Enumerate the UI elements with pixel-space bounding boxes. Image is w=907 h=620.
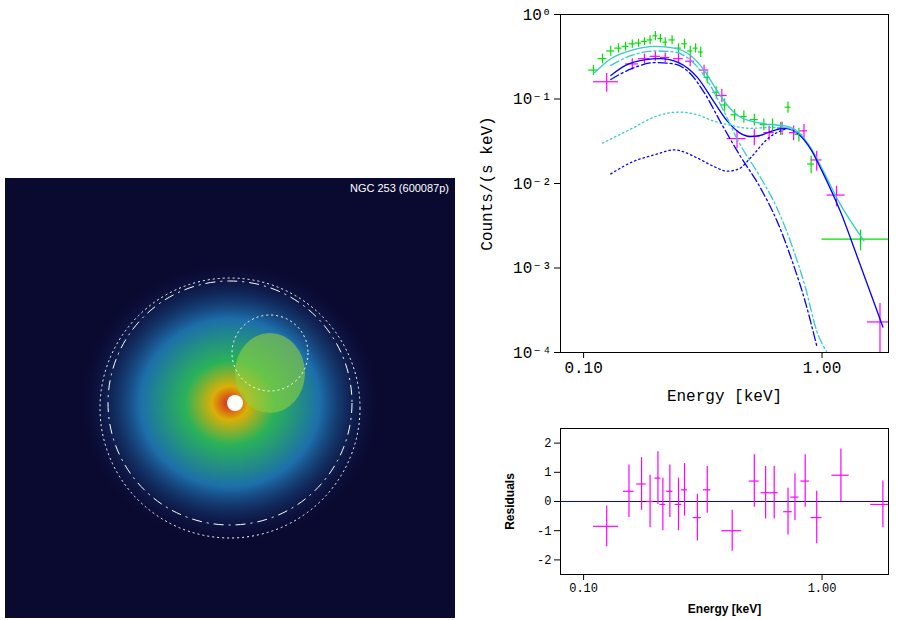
svg-text:-1: -1 (537, 525, 551, 539)
svg-text:Energy [keV]: Energy [keV] (688, 602, 761, 616)
svg-text:10⁻²: 10⁻² (513, 176, 551, 194)
svg-text:10⁰: 10⁰ (523, 7, 552, 25)
svg-text:Counts/(s keV): Counts/(s keV) (479, 116, 497, 250)
svg-text:10⁻³: 10⁻³ (513, 260, 551, 278)
svg-text:1.00: 1.00 (803, 360, 841, 378)
svg-text:1: 1 (544, 466, 551, 480)
svg-text:0.10: 0.10 (564, 360, 602, 378)
svg-text:0: 0 (544, 495, 551, 509)
svg-text:-2: -2 (537, 554, 551, 568)
svg-text:0.10: 0.10 (569, 582, 598, 596)
svg-text:2: 2 (544, 437, 551, 451)
svg-text:10⁻⁴: 10⁻⁴ (513, 345, 551, 363)
svg-text:Residuals: Residuals (503, 473, 517, 530)
svg-text:1.00: 1.00 (808, 582, 837, 596)
svg-text:Energy [keV]: Energy [keV] (667, 388, 782, 406)
svg-text:NGC 253 (600087p): NGC 253 (600087p) (350, 182, 449, 194)
svg-text:10⁻¹: 10⁻¹ (513, 91, 551, 109)
